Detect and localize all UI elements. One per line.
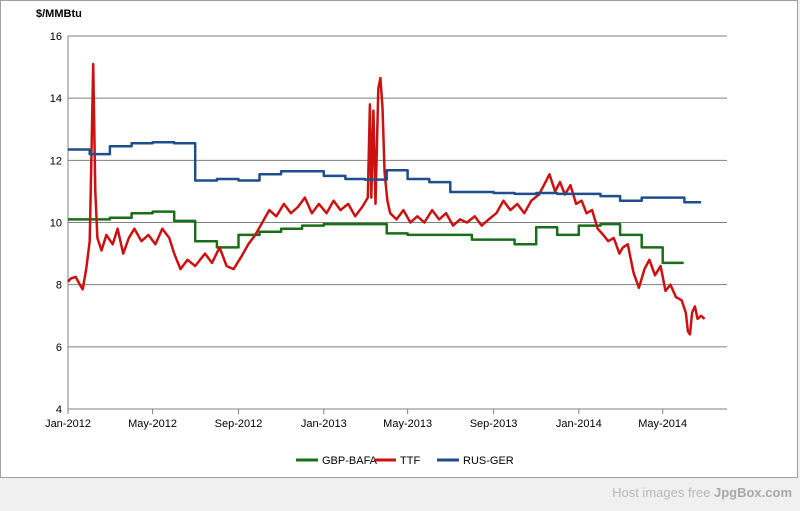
y-tick-label: 4 [56, 404, 62, 416]
y-tick-label: 16 [50, 31, 62, 43]
y-tick-label: 6 [56, 342, 62, 354]
watermark-prefix: Host images free [612, 485, 711, 500]
series-line-ttf [67, 62, 706, 336]
x-tick-label: May-2013 [383, 418, 432, 430]
legend-label-rus-ger: RUS-GER [463, 455, 514, 467]
series-line-rus-ger [68, 141, 702, 204]
x-tick-label: Jan-2014 [556, 418, 602, 430]
y-tick-label: 10 [50, 218, 62, 230]
x-tick-label: Jan-2013 [301, 418, 347, 430]
watermark-brand: JpgBox.com [713, 485, 792, 500]
x-tick-label: May-2014 [638, 418, 687, 430]
chart-frame [0, 0, 798, 478]
y-tick-label: 12 [50, 155, 62, 167]
y-tick-label: 14 [50, 93, 62, 105]
x-tick-label: Sep-2013 [470, 418, 518, 430]
x-tick-label: Jan-2012 [45, 418, 91, 430]
legend-label-ttf: TTF [400, 455, 420, 467]
line-chart: 4 6 8 10 12 14 16 Jan-2012 May-2012 Sep-2012 Jan-2… [36, 8, 727, 467]
watermark: Host images free JpgBox.com [612, 485, 792, 500]
x-tick-label: Sep-2012 [215, 418, 263, 430]
legend-label-gbp-bafa: GBP-BAFA [322, 455, 378, 467]
y-tick-label: 8 [56, 280, 62, 292]
series-line-gbp-bafa [68, 210, 684, 265]
y-axis-title: $/MMBtu [36, 8, 82, 20]
x-tick-label: May-2012 [128, 418, 177, 430]
